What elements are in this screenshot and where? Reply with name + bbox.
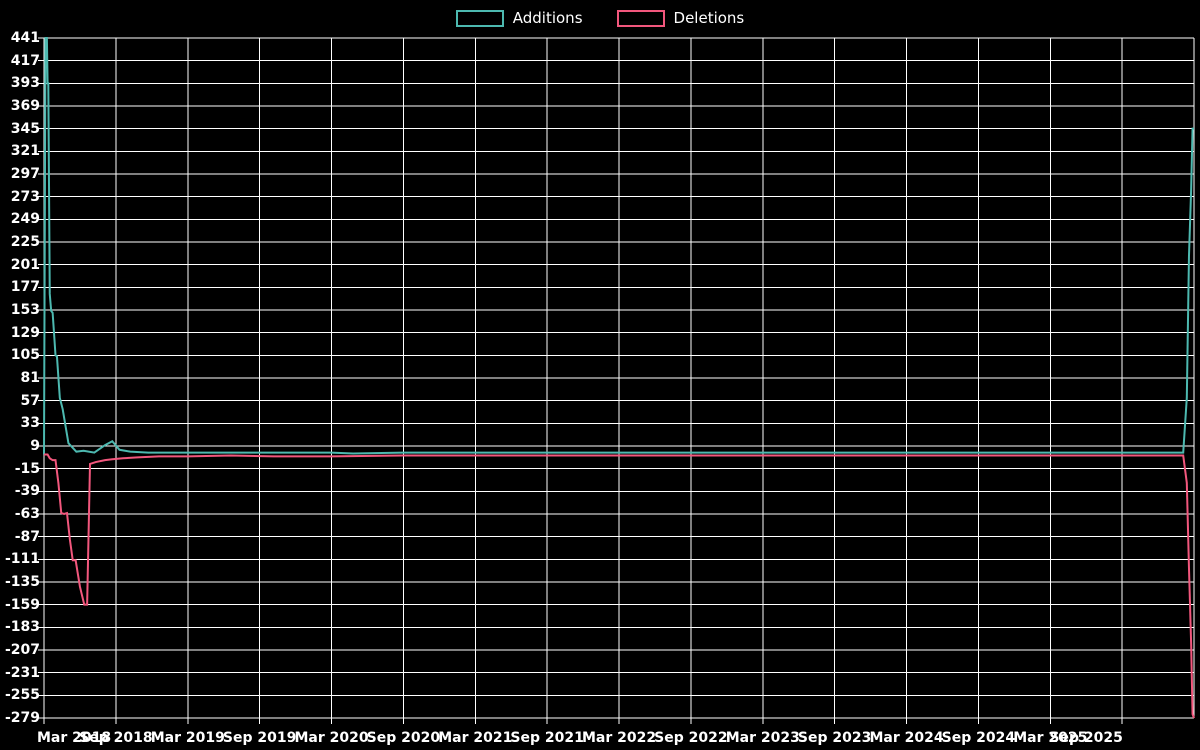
series-line-deletions <box>44 453 1195 719</box>
y-axis-tick-label: 393 <box>10 75 40 92</box>
x-axis-tick-label: Sep 2021 <box>510 730 584 746</box>
y-axis-tick-label: -111 <box>4 551 40 568</box>
y-axis-tick-label: 81 <box>20 370 40 386</box>
legend-label-deletions: Deletions <box>673 8 745 27</box>
x-axis-tick-label: Sep 2022 <box>654 730 728 746</box>
y-axis-tick-label: 9 <box>30 438 40 454</box>
legend-label-additions: Additions <box>512 8 583 27</box>
series-line-additions <box>43 37 1194 455</box>
y-axis-tick-label: -255 <box>4 687 40 704</box>
y-axis-tick-label: -231 <box>4 664 40 681</box>
legend-entry-deletions[interactable]: Deletions <box>616 8 745 27</box>
x-axis-tick-label: Mar 2019 <box>150 730 225 746</box>
y-axis-tick-label: -63 <box>14 506 40 522</box>
y-axis-tick-label: 321 <box>10 143 40 160</box>
y-axis-tick-label: 57 <box>20 392 40 409</box>
x-axis-tick-label: Sep 2023 <box>797 730 872 746</box>
y-axis-tick-label: 297 <box>10 166 40 182</box>
y-axis-tick-label: 105 <box>10 347 40 364</box>
y-axis-tick-label: 225 <box>10 234 40 250</box>
x-axis-tick-label: Mar 2018 <box>36 730 112 746</box>
data-series-layer <box>43 37 1195 719</box>
x-axis-tick-label: Mar 2020 <box>294 730 369 746</box>
legend-swatch-additions-icon <box>455 9 504 27</box>
y-axis-tick-label: 345 <box>10 120 40 137</box>
x-axis-tick-label: Mar 2021 <box>438 730 513 746</box>
y-axis-tick-label: 201 <box>10 256 40 273</box>
y-axis-tick-label: 177 <box>10 279 40 296</box>
chart-legend: Additions Deletions <box>0 0 1200 36</box>
x-axis-tick-label: Sep 2019 <box>222 730 297 746</box>
y-axis-tick-label: 417 <box>10 52 40 69</box>
y-axis-tick-label: 129 <box>10 324 40 341</box>
y-axis-tick-label: -87 <box>14 528 40 545</box>
y-axis-tick-label: -15 <box>14 460 40 477</box>
y-axis-tick-label: 33 <box>20 415 40 432</box>
y-axis-tick-label: 273 <box>10 188 40 205</box>
x-axis-tick-label: Sep 2024 <box>941 730 1016 746</box>
x-axis-tick-label: Mar 2022 <box>581 730 657 746</box>
y-axis-tick-label: 369 <box>10 98 40 114</box>
y-axis-tick-label: 441 <box>10 30 40 46</box>
y-axis-tick-label: -279 <box>4 710 40 726</box>
y-axis-tick-labels: 441 417 393 369 345 321 297 273 249 225 201 177 153 1… <box>0 0 40 750</box>
y-axis-tick-label: -39 <box>14 483 40 500</box>
x-axis-tick-label: Mar 2023 <box>725 730 800 746</box>
y-axis-tick-label: -207 <box>4 642 40 658</box>
y-axis-tick-label: -135 <box>4 574 40 590</box>
x-axis-tick-label: Sep 2018 <box>79 730 153 746</box>
legend-entry-additions[interactable]: Additions <box>455 8 583 27</box>
x-axis-tick-label: Sep 2020 <box>366 730 441 746</box>
x-axis-tick-label: Mar 2025 <box>1013 730 1088 746</box>
y-axis-tick-label: 249 <box>10 211 40 228</box>
y-axis-tick-label: -159 <box>4 596 40 613</box>
y-axis-tick-label: 153 <box>10 302 40 318</box>
x-axis-tick-label: Mar 2024 <box>869 730 944 746</box>
gridlines <box>38 37 1195 724</box>
y-axis-tick-label: -183 <box>4 619 40 636</box>
legend-swatch-deletions-icon <box>616 9 665 27</box>
x-axis-tick-label: Sep 2025 <box>1049 730 1123 746</box>
